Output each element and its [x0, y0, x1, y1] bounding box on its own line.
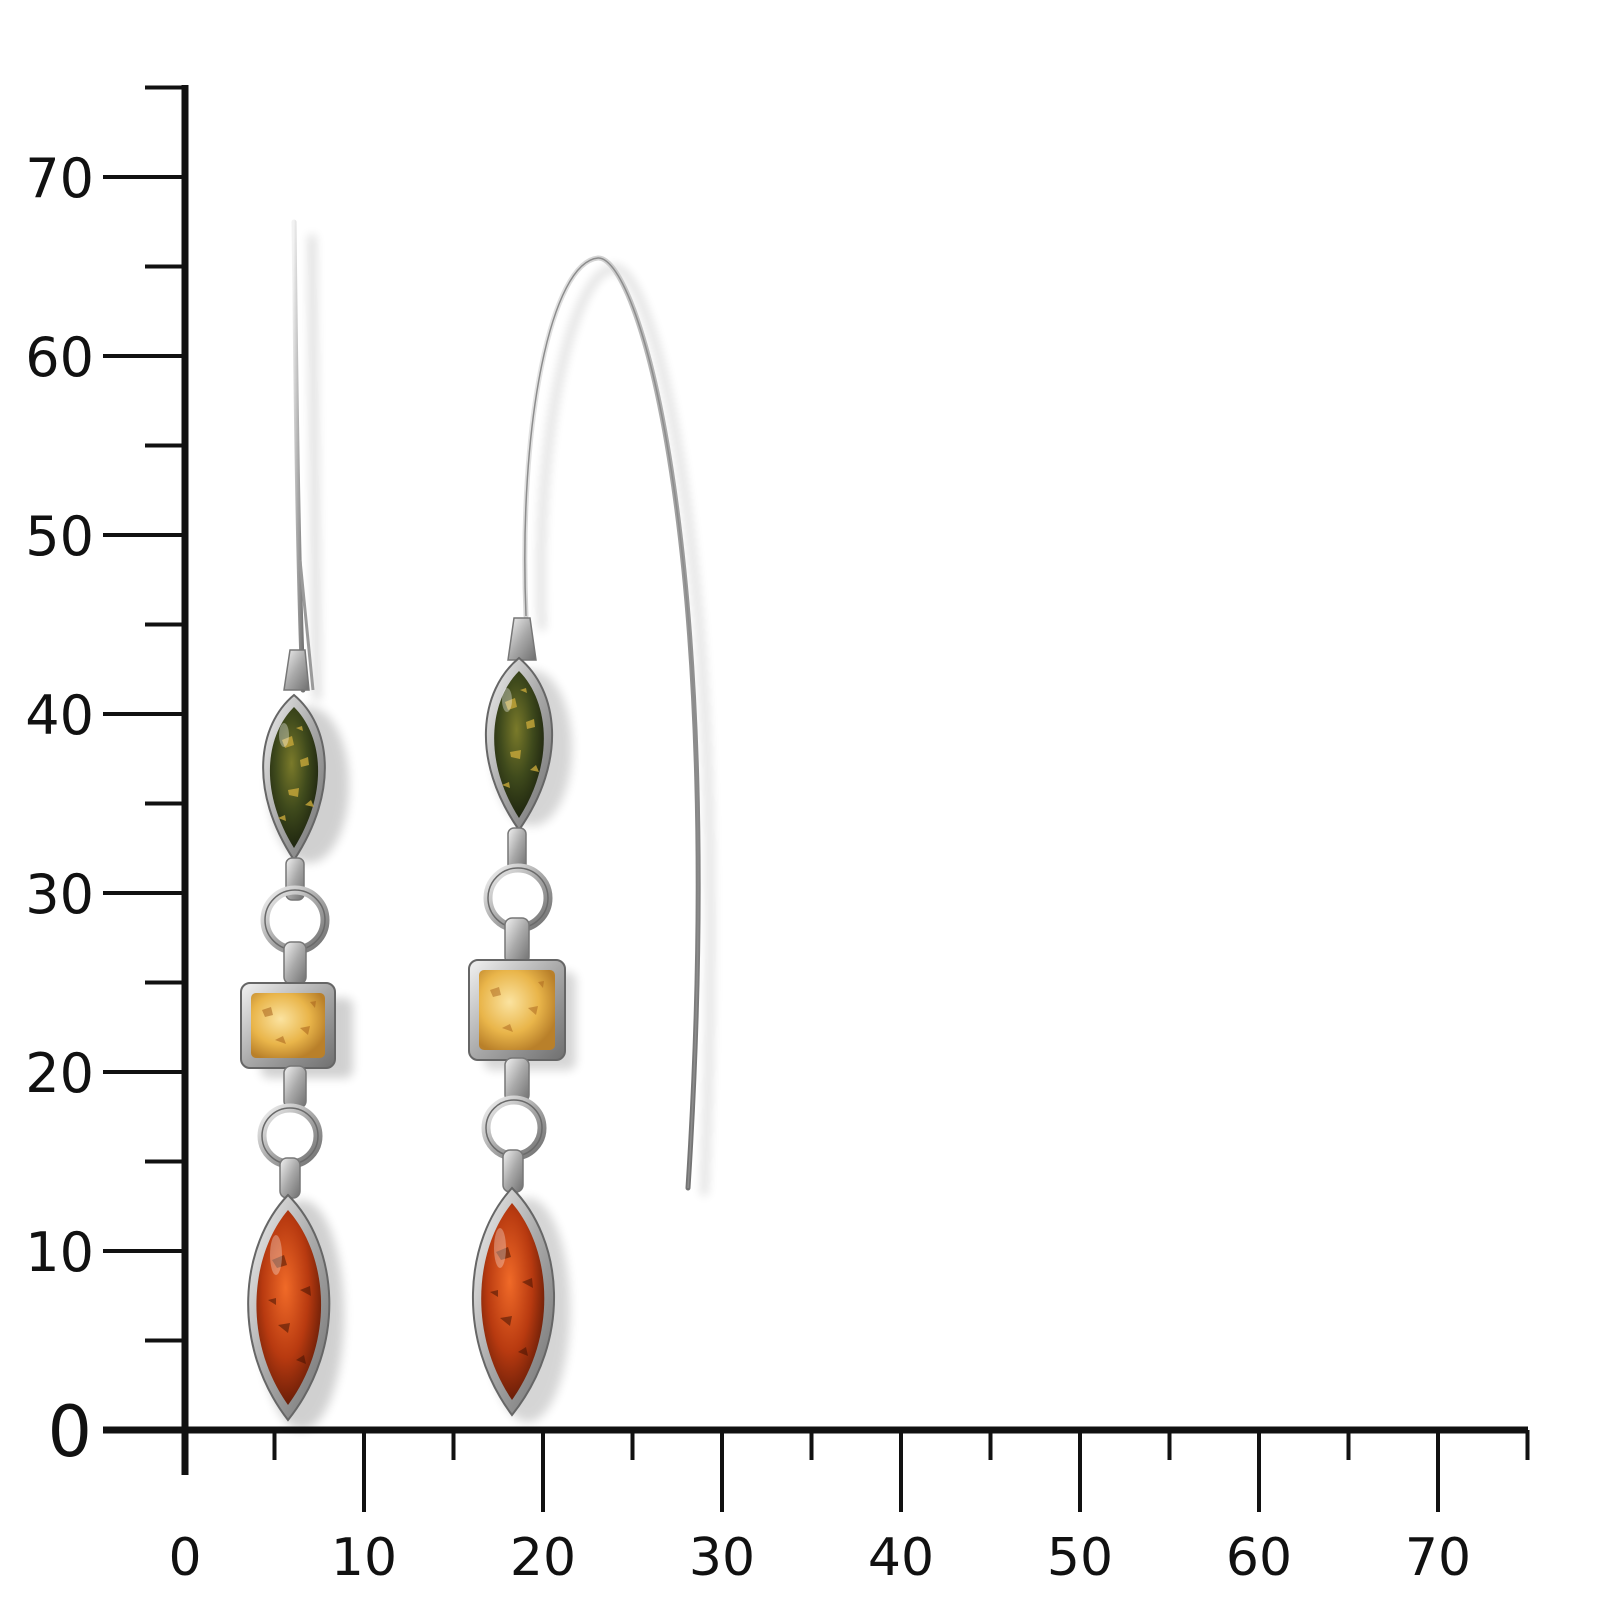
y-tick-label: 10: [25, 1221, 94, 1284]
x-tick-label: 10: [331, 1528, 397, 1588]
earring-left: [240, 219, 353, 1430]
ruler-axes: 0 10 20 30 40 50 60 70 0 10 20 30 40 50 60 70: [25, 85, 1530, 1588]
x-tick-label: 0: [168, 1528, 201, 1588]
x-tick-label: 40: [868, 1528, 934, 1588]
earring-wire-straight: [291, 219, 306, 693]
y-tick-label: 70: [25, 147, 94, 210]
y-axis-ticks: 0 10 20 30 40 50 60 70: [25, 85, 185, 1473]
x-tick-label: 20: [510, 1528, 576, 1588]
y-tick-label: 0: [47, 1391, 92, 1473]
x-tick-label: 60: [1226, 1528, 1292, 1588]
x-tick-label: 30: [689, 1528, 755, 1588]
cognac-amber-stone: [471, 1186, 556, 1417]
y-tick-label: 20: [25, 1042, 94, 1105]
y-tick-label: 50: [25, 505, 94, 568]
x-tick-label: 70: [1405, 1528, 1471, 1588]
honey-amber-stone: [240, 982, 336, 1069]
honey-amber-stone: [468, 959, 566, 1061]
cognac-amber-stone: [247, 1193, 331, 1422]
y-tick-label: 60: [25, 326, 94, 389]
y-tick-label: 30: [25, 863, 94, 926]
x-axis-ticks: 0 10 20 30 40 50 60 70: [168, 1430, 1530, 1588]
earring-right: [468, 255, 714, 1422]
y-tick-label: 40: [25, 684, 94, 747]
green-amber-stone: [262, 693, 326, 862]
x-tick-label: 50: [1047, 1528, 1113, 1588]
green-amber-stone: [484, 656, 554, 832]
